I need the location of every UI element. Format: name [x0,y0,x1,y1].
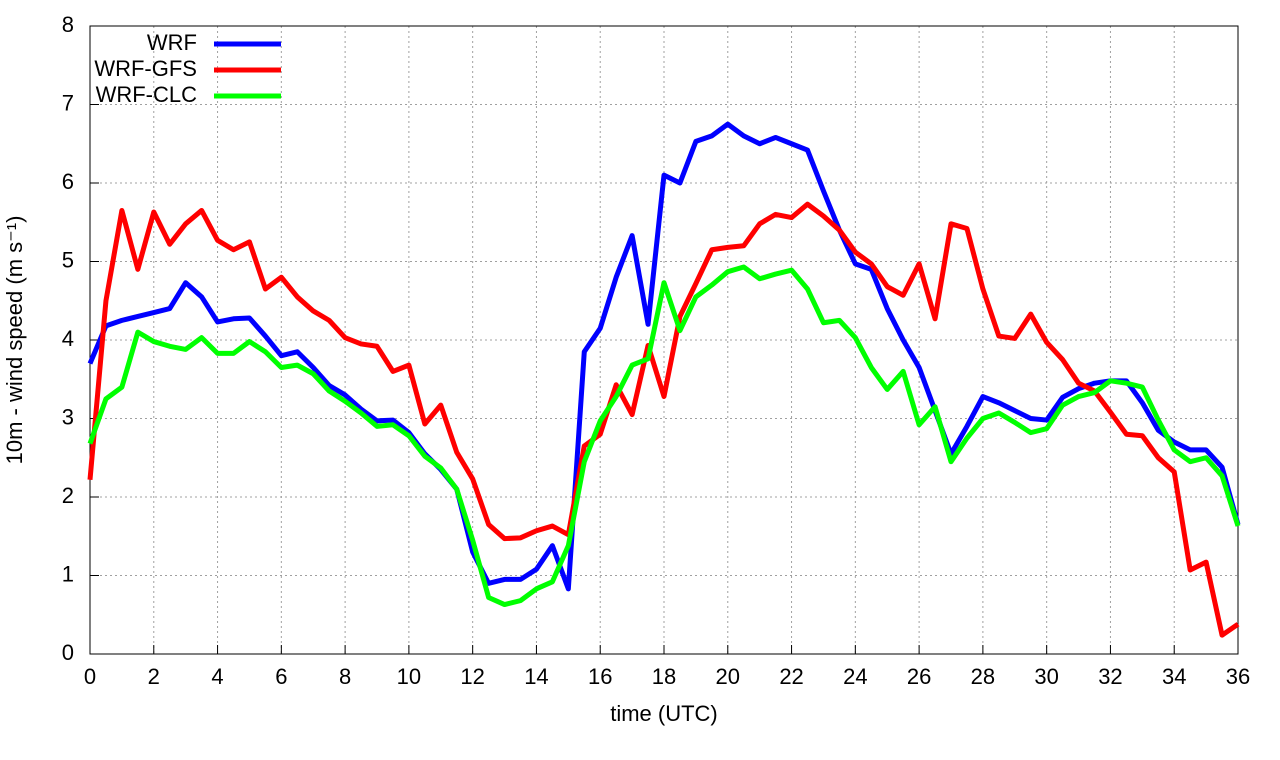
y-tick-label: 6 [62,169,74,194]
x-tick-label: 20 [716,664,740,689]
y-tick-label: 5 [62,247,74,272]
data-line [87,264,1241,608]
x-tick-label: 16 [588,664,612,689]
x-tick-label: 30 [1034,664,1058,689]
y-tick-label: 2 [62,483,74,508]
legend-label: WRF [147,30,197,55]
x-tick-label: 24 [843,664,867,689]
y-tick-label: 3 [62,404,74,429]
y-tick-label: 0 [62,640,74,665]
legend-label: WRF-CLC [96,82,198,107]
x-tick-label: 6 [275,664,287,689]
y-tick-label: 7 [62,90,74,115]
data-line [87,121,1241,592]
plot-frame [89,25,1239,655]
x-tick-label: 34 [1162,664,1186,689]
x-axis-label: time (UTC) [610,701,718,726]
x-tick-label: 36 [1226,664,1250,689]
x-tick-label: 32 [1098,664,1122,689]
y-tick-label: 8 [62,12,74,37]
x-tick-label: 22 [779,664,803,689]
x-tick-label: 8 [339,664,351,689]
x-tick-label: 26 [907,664,931,689]
x-tick-label: 0 [84,664,96,689]
x-tick-label: 4 [211,664,223,689]
y-tick-label: 4 [62,326,74,351]
legend-label: WRF-GFS [94,56,197,81]
x-tick-label: 14 [524,664,548,689]
y-axis-label: 10m - wind speed (m s⁻¹) [2,216,27,465]
x-tick-label: 12 [460,664,484,689]
x-tick-label: 2 [148,664,160,689]
x-tick-label: 18 [652,664,676,689]
x-tick-label: 28 [971,664,995,689]
y-tick-label: 1 [62,561,74,586]
x-tick-label: 10 [397,664,421,689]
data-line [87,201,1240,638]
